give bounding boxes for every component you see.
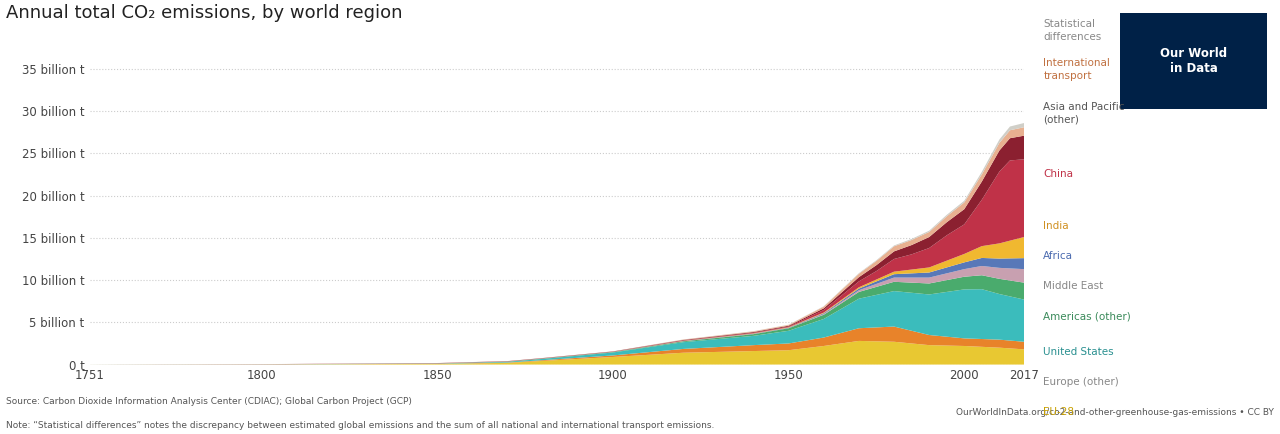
Text: Europe (other): Europe (other) (1043, 377, 1119, 387)
Text: Source: Carbon Dioxide Information Analysis Center (CDIAC); Global Carbon Projec: Source: Carbon Dioxide Information Analy… (6, 397, 412, 406)
Text: Our World
in Data: Our World in Data (1160, 47, 1228, 75)
Text: OurWorldInData.org/co2-and-other-greenhouse-gas-emissions • CC BY: OurWorldInData.org/co2-and-other-greenho… (956, 408, 1274, 417)
Text: Statistical
differences: Statistical differences (1043, 19, 1102, 42)
Text: EU-28: EU-28 (1043, 407, 1074, 418)
Text: Asia and Pacific
(other): Asia and Pacific (other) (1043, 102, 1125, 124)
Text: Americas (other): Americas (other) (1043, 312, 1132, 322)
Text: Note: “Statistical differences” notes the discrepancy between estimated global e: Note: “Statistical differences” notes th… (6, 421, 714, 430)
Text: Middle East: Middle East (1043, 281, 1103, 292)
Text: China: China (1043, 168, 1073, 179)
Text: United States: United States (1043, 346, 1114, 357)
Text: Africa: Africa (1043, 251, 1073, 261)
Text: Annual total CO₂ emissions, by world region: Annual total CO₂ emissions, by world reg… (6, 4, 403, 22)
Text: India: India (1043, 220, 1069, 231)
Text: International
transport: International transport (1043, 58, 1110, 81)
